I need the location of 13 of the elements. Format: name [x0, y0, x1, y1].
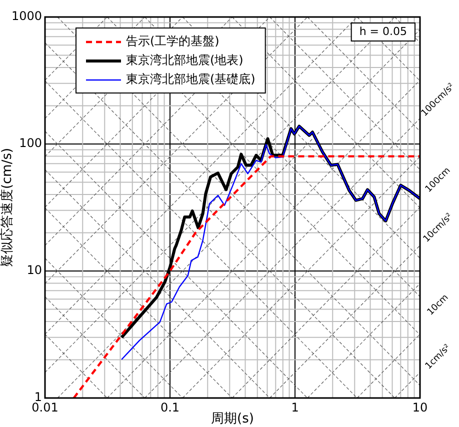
y-tick-label: 10 [26, 263, 42, 278]
x-tick-label: 1 [291, 400, 299, 414]
legend-label: 東京湾北部地震(基礎底) [126, 72, 256, 86]
y-tick-label: 1000 [11, 9, 42, 24]
x-tick-label: 10 [412, 400, 428, 414]
legend-label: 東京湾北部地震(地表) [126, 53, 244, 68]
legend-label: 告示(工学的基盤) [126, 34, 220, 48]
x-tick-label: 0.01 [32, 400, 58, 414]
y-tick-label: 100 [19, 136, 42, 150]
x-axis-title: 周期(s) [211, 412, 254, 427]
y-axis-title: 疑似応答速度(cm/s) [0, 148, 16, 268]
annotation: h = 0.05 [359, 24, 408, 38]
x-tick-label: 0.1 [160, 400, 180, 414]
